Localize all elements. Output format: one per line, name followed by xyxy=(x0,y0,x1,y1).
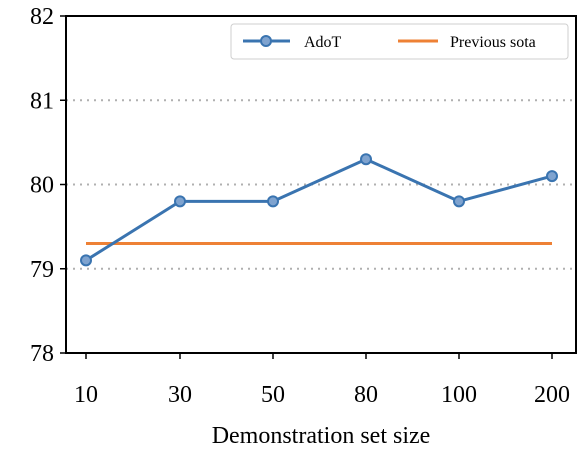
y-tick-label-2: 80 xyxy=(30,173,54,199)
x-axis-label: Demonstration set size xyxy=(212,423,431,449)
plot-frame xyxy=(65,15,577,354)
series-layer xyxy=(80,153,558,267)
x-tick-label-2: 50 xyxy=(261,382,285,408)
y-tick-label-0: 78 xyxy=(30,341,54,367)
legend-label-adot: AdoT xyxy=(304,34,342,51)
y-tick-label-3: 81 xyxy=(30,88,54,114)
x-tick-label-1: 30 xyxy=(168,382,192,408)
x-tick-label-3: 80 xyxy=(354,382,378,408)
ticks-layer: 78 79 80 81 82 10 30 50 80 100 200 xyxy=(30,4,570,408)
data-point-adot-0 xyxy=(80,254,92,267)
series-line-adot xyxy=(85,157,553,262)
legend-marker-adot xyxy=(260,35,272,47)
data-point-adot-2 xyxy=(267,195,279,208)
x-tick-label-0: 10 xyxy=(74,382,98,408)
y-tick-label-1: 79 xyxy=(30,257,54,283)
data-point-adot-1 xyxy=(174,195,186,208)
data-point-adot-4 xyxy=(453,195,465,208)
x-tick-label-5: 200 xyxy=(534,382,570,408)
data-point-adot-3 xyxy=(360,153,372,166)
data-point-adot-5 xyxy=(546,170,558,183)
legend: AdoT Previous sota xyxy=(230,23,569,60)
x-tick-label-4: 100 xyxy=(441,382,477,408)
legend-label-previous-sota: Previous sota xyxy=(450,34,536,51)
gridlines xyxy=(66,99,576,270)
y-tick-label-4: 82 xyxy=(30,4,54,30)
